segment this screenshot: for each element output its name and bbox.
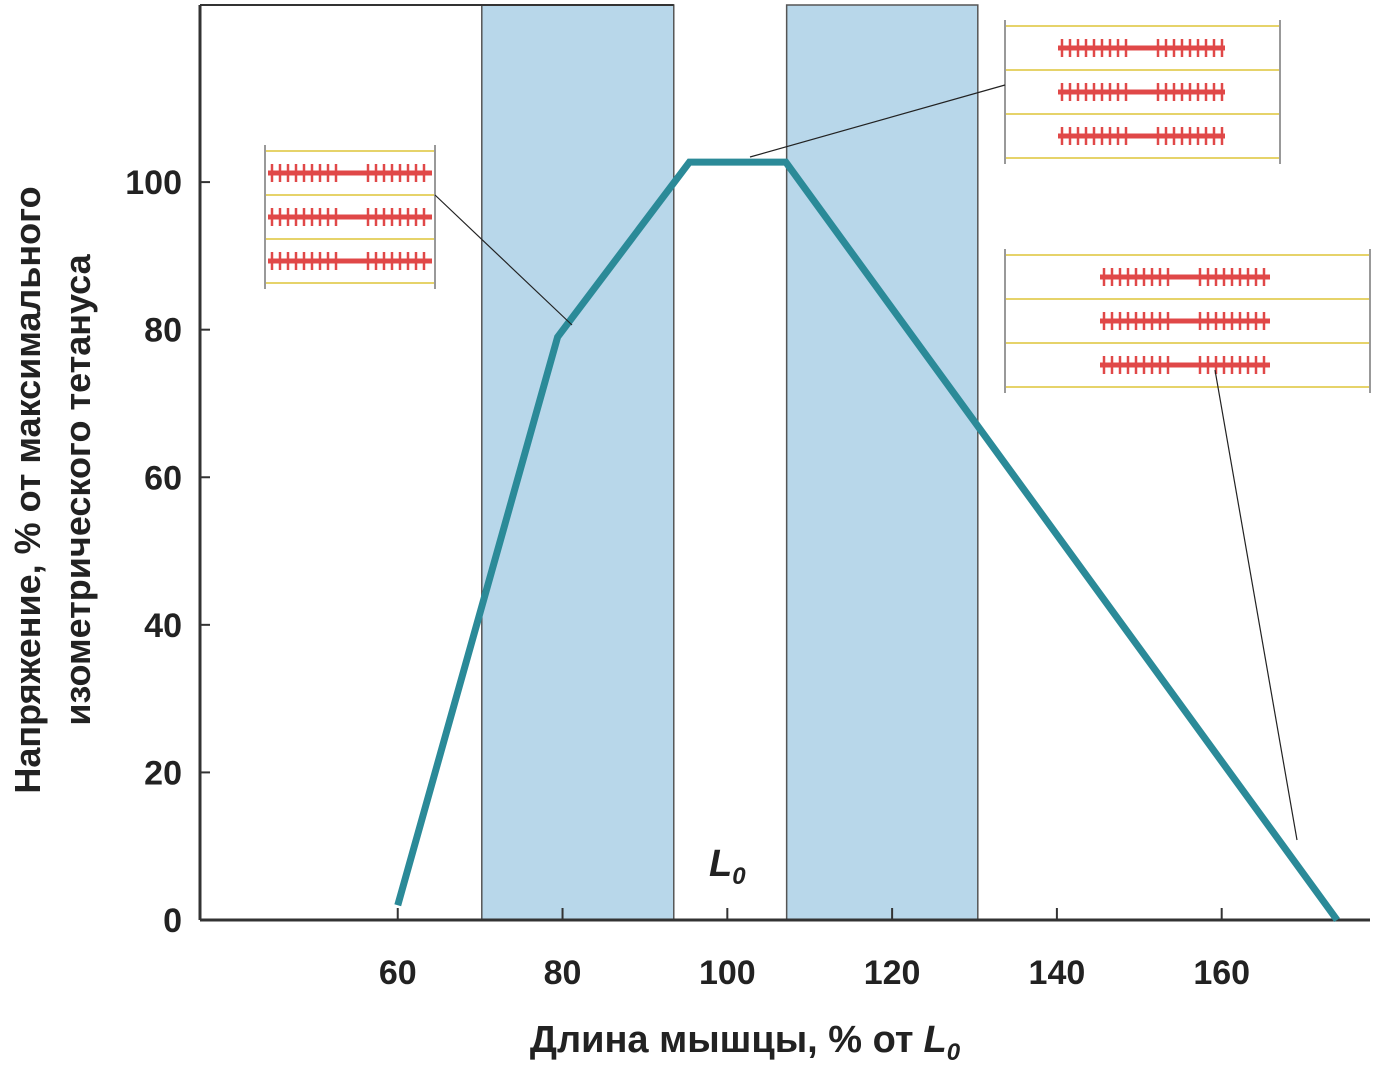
l0-symbol: L — [709, 843, 732, 885]
l0-subscript: 0 — [732, 863, 746, 890]
x-label-text: Длина мышцы, % от — [530, 1019, 914, 1061]
x-tick-label: 80 — [544, 954, 582, 992]
x-tick-label: 140 — [1029, 954, 1086, 992]
shaded-band — [785, 4, 979, 921]
y-tick-label: 80 — [144, 312, 182, 350]
y-tick-label: 40 — [144, 607, 182, 645]
x-label-subscript: 0 — [947, 1039, 961, 1066]
y-tick-label: 20 — [144, 754, 182, 792]
y-tick-label: 60 — [144, 459, 182, 497]
sarcomere-icons — [264, 20, 1371, 393]
l0-annotation: L0 — [709, 843, 746, 890]
x-label-symbol: L — [924, 1019, 947, 1061]
y-axis-label: изометрического тетануса — [57, 253, 98, 725]
pointer-line — [749, 84, 1006, 158]
x-tick-label: 120 — [864, 954, 921, 992]
curve — [394, 158, 1340, 923]
x-tick-label: 60 — [379, 954, 417, 992]
x-tick-label: 160 — [1193, 954, 1250, 992]
pointer-line — [1214, 369, 1298, 841]
y-axis-label: Напряжение, % от максимального — [7, 186, 48, 793]
shaded-band — [481, 4, 675, 921]
x-tick-label: 100 — [699, 954, 756, 992]
y-tick-label: 100 — [125, 164, 182, 202]
pointer-line — [434, 194, 573, 326]
y-tick-label: 0 — [163, 902, 182, 940]
x-axis-label: Длина мышцы, % от L0 — [530, 1019, 961, 1066]
